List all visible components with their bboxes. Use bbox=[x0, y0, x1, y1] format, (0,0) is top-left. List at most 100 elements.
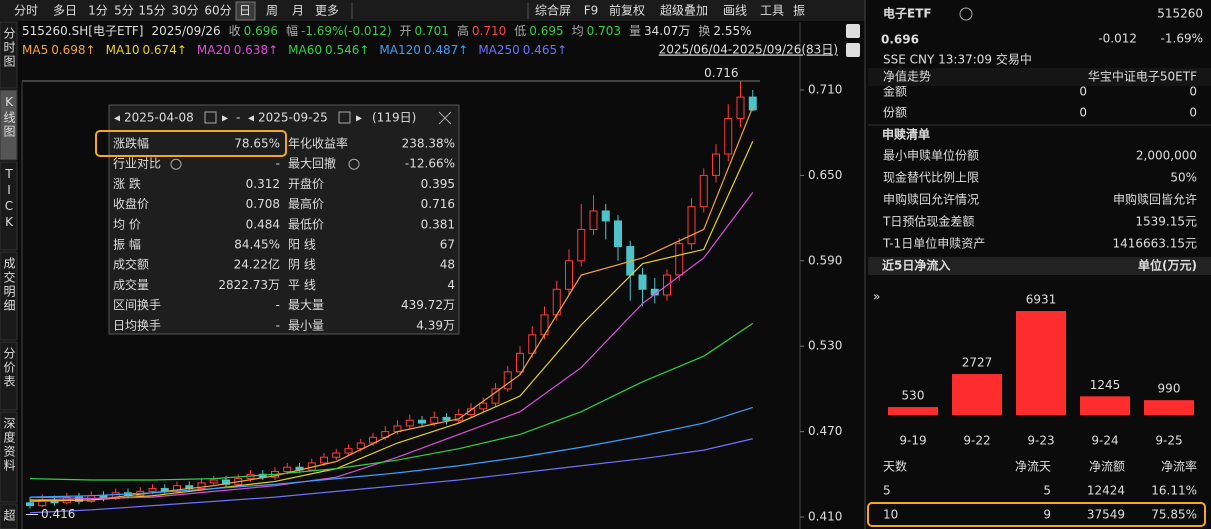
candle-body bbox=[430, 416, 439, 424]
toolbar-tab[interactable]: 15分 bbox=[138, 4, 165, 18]
toolbar-button[interactable]: F9 bbox=[584, 4, 599, 18]
quote-item: 低 bbox=[514, 24, 526, 38]
side-tab[interactable] bbox=[0, 161, 18, 251]
bar-value: 2727 bbox=[962, 356, 993, 370]
candle-body bbox=[356, 442, 365, 450]
table-header: 天数 bbox=[883, 459, 907, 474]
stat-value: 4.39万 bbox=[416, 318, 455, 332]
toolbar-button[interactable]: 工具 bbox=[760, 4, 784, 18]
holding-value: 0 bbox=[1079, 85, 1087, 99]
candle-body bbox=[748, 96, 757, 111]
toolbar-tab[interactable]: 30分 bbox=[171, 4, 198, 18]
side-tab-label[interactable]: TICK bbox=[2, 167, 16, 231]
candle-body bbox=[479, 402, 488, 410]
candle-body bbox=[503, 371, 512, 390]
stat-value: -12.66% bbox=[405, 157, 455, 171]
list-value: 2,000,000 bbox=[1136, 149, 1197, 163]
low-label: 0.416 bbox=[41, 507, 75, 521]
side-tab[interactable] bbox=[0, 21, 18, 89]
bar bbox=[1144, 400, 1194, 415]
toolbar-button[interactable]: 超级叠加 bbox=[660, 3, 708, 18]
y-tick-label: 0.650 bbox=[808, 168, 842, 182]
calendar-icon bbox=[204, 111, 217, 124]
quote-item: 0.701 bbox=[415, 24, 449, 38]
candle-body bbox=[577, 228, 586, 262]
stat-value: 24.22亿 bbox=[234, 257, 280, 272]
candle-body bbox=[320, 456, 328, 464]
toolbar-tab[interactable]: 5分 bbox=[114, 4, 134, 18]
side-tab-label[interactable]: 成交明细 bbox=[2, 257, 16, 313]
legend-value: 0.638↑ bbox=[234, 43, 278, 57]
candle-body bbox=[197, 482, 206, 490]
x-tick-label: 9-19 bbox=[899, 434, 926, 448]
toolbar-tab[interactable]: 60分 bbox=[204, 4, 231, 18]
arrow-icon: ▸ bbox=[356, 111, 362, 125]
stat-value: 238.38% bbox=[402, 137, 455, 151]
quote-item: 0.696 bbox=[244, 24, 278, 38]
bar bbox=[1080, 396, 1130, 415]
date-to[interactable]: 2025-09-25 bbox=[258, 111, 328, 125]
candle-body bbox=[712, 153, 720, 176]
table-cell: 10 bbox=[883, 508, 898, 522]
table-header: 净流率 bbox=[1161, 459, 1197, 474]
side-tab[interactable] bbox=[0, 89, 18, 161]
toolbar-tab[interactable]: 1分 bbox=[88, 4, 108, 18]
side-tab-label[interactable]: 分价表 bbox=[2, 347, 16, 389]
legend-value: 0.465↑ bbox=[523, 43, 567, 57]
ma-line bbox=[29, 406, 753, 498]
toolbar-tab[interactable]: 多日 bbox=[53, 4, 77, 18]
nav-tab[interactable]: 净值走势 bbox=[883, 69, 931, 84]
highlight bbox=[867, 502, 1206, 527]
candle-body bbox=[675, 243, 684, 276]
stat-label: 阴 线 bbox=[288, 258, 316, 272]
unit-label: 单位(万元) bbox=[1138, 258, 1197, 273]
table-header: 净流额 bbox=[1089, 460, 1125, 474]
toolbar-tab[interactable]: 周 bbox=[266, 4, 278, 18]
section-title: 近5日净流入 bbox=[882, 258, 950, 273]
quote-item: 幅 bbox=[286, 23, 298, 38]
info-icon bbox=[348, 158, 360, 170]
side-tab[interactable] bbox=[0, 251, 18, 341]
legend-name: MA60 bbox=[288, 43, 322, 57]
y-tick-label: 0.590 bbox=[808, 253, 842, 267]
icon[interactable] bbox=[846, 24, 860, 38]
collapse-icon[interactable]: » bbox=[873, 290, 880, 304]
side-tab-label[interactable]: 分时图 bbox=[2, 27, 16, 69]
side-tab-label[interactable]: K线图 bbox=[2, 95, 16, 139]
bar-value: 530 bbox=[902, 389, 925, 403]
icon[interactable] bbox=[846, 43, 860, 57]
highlight bbox=[95, 130, 287, 157]
close-icon[interactable] bbox=[438, 111, 452, 125]
toolbar-button[interactable]: 综合屏 bbox=[535, 3, 571, 18]
side-tab[interactable] bbox=[0, 411, 18, 503]
stat-label: 涨跌幅 bbox=[113, 136, 149, 151]
x-tick-label: 9-24 bbox=[1091, 434, 1118, 448]
toolbar-button[interactable]: 前复权 bbox=[609, 3, 645, 18]
toolbar-tab[interactable]: 日 bbox=[239, 4, 251, 18]
toolbar-tab[interactable]: 分时 bbox=[14, 4, 38, 18]
stat-value: 0.708 bbox=[246, 197, 280, 211]
stat-value: 0.395 bbox=[421, 177, 455, 191]
side-tab-label[interactable]: 深度资料 bbox=[2, 417, 16, 473]
bar bbox=[888, 407, 938, 415]
toolbar-button[interactable]: 振 bbox=[793, 4, 805, 18]
quote-item: 2025/09/26 bbox=[151, 24, 220, 38]
side-tab[interactable] bbox=[0, 503, 18, 529]
bar-value: 990 bbox=[1158, 382, 1181, 396]
ma-line bbox=[30, 140, 754, 501]
list-label: T-1日单位申赎资产 bbox=[882, 236, 985, 251]
table-cell: 5 bbox=[883, 484, 891, 498]
date-from[interactable]: 2025-04-08 bbox=[124, 111, 194, 125]
change-pct: -1.69% bbox=[1161, 32, 1203, 46]
toolbar-tab[interactable]: 月 bbox=[292, 4, 304, 18]
toolbar-tab[interactable]: 更多 bbox=[315, 4, 339, 18]
toolbar-button[interactable]: 画线 bbox=[723, 4, 747, 18]
side-tab[interactable] bbox=[0, 341, 18, 411]
side-tab-label[interactable]: 超 bbox=[2, 508, 16, 523]
stat-value: 84.45% bbox=[234, 238, 280, 252]
list-value: 50% bbox=[1170, 171, 1197, 185]
arrow-icon: ◂ bbox=[114, 111, 120, 125]
stat-label: 最大量 bbox=[288, 298, 324, 312]
bar-value: 6931 bbox=[1026, 293, 1057, 307]
ma-line bbox=[29, 192, 754, 500]
